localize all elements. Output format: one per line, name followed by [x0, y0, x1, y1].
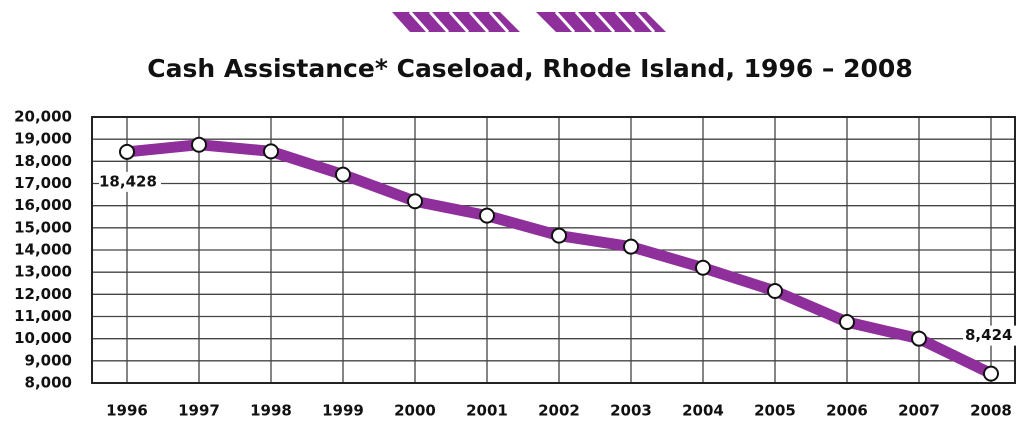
y-tick-label: 16,000 — [14, 196, 72, 214]
x-tick-label: 2000 — [394, 402, 436, 420]
y-tick-label: 18,000 — [14, 152, 72, 170]
value-label: 8,424 — [965, 326, 1012, 344]
x-tick-label: 1998 — [250, 402, 292, 420]
point — [119, 143, 135, 160]
point — [983, 365, 999, 382]
point — [911, 330, 927, 347]
point — [695, 259, 711, 276]
x-tick-label: 1996 — [106, 402, 148, 420]
plot-frame — [91, 116, 1016, 384]
x-tick-label: 1997 — [178, 402, 220, 420]
y-tick-label: 14,000 — [14, 241, 72, 259]
y-tick-label: 8,000 — [25, 374, 72, 392]
y-tick-label: 11,000 — [14, 307, 72, 325]
x-tick-label: 2001 — [466, 402, 508, 420]
point — [479, 207, 495, 224]
chart-title: Cash Assistance* Caseload, Rhode Island,… — [147, 54, 912, 83]
label-bg — [963, 325, 1021, 346]
point — [839, 314, 855, 331]
y-tick-label: 15,000 — [14, 218, 72, 236]
y-tick-label: 20,000 — [14, 108, 72, 126]
label-bg — [99, 171, 161, 192]
y-tick-label: 10,000 — [14, 329, 72, 347]
point — [623, 238, 639, 255]
value-label: 18,428 — [99, 172, 157, 190]
x-tick-label: 2003 — [610, 402, 652, 420]
x-tick-label: 2007 — [898, 402, 940, 420]
point — [263, 143, 279, 160]
point — [551, 227, 567, 244]
x-tick-label: 2008 — [970, 402, 1012, 420]
point — [335, 166, 351, 183]
x-tick-label: 2005 — [754, 402, 796, 420]
y-tick-label: 12,000 — [14, 285, 72, 303]
y-tick-label: 17,000 — [14, 174, 72, 192]
x-tick-label: 2004 — [682, 402, 724, 420]
point — [191, 136, 207, 153]
x-tick-label: 2006 — [826, 402, 868, 420]
point — [407, 193, 423, 210]
y-tick-label: 13,000 — [14, 263, 72, 281]
x-tick-label: 2002 — [538, 402, 580, 420]
point — [767, 283, 783, 300]
y-tick-label: 9,000 — [25, 351, 72, 369]
y-tick-label: 19,000 — [14, 130, 72, 148]
x-tick-label: 1999 — [322, 402, 364, 420]
